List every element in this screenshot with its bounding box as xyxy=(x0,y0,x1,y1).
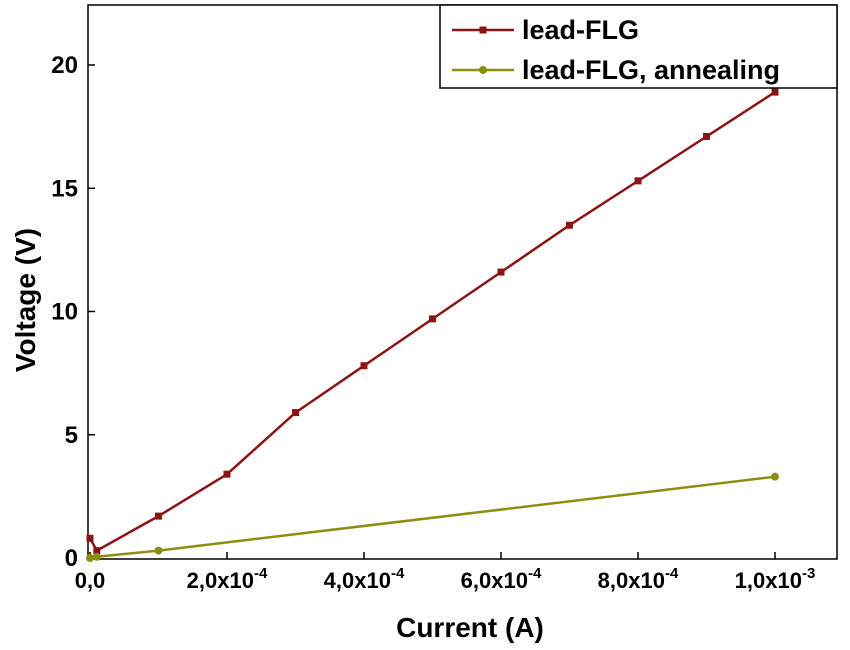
y-axis-title: Voltage (V) xyxy=(10,228,41,372)
legend-label: lead-FLG xyxy=(522,15,639,45)
x-tick-label: 0,0 xyxy=(75,568,106,593)
x-tick-mantissa: 4,0x10 xyxy=(324,568,391,593)
x-tick-mantissa: 2,0x10 xyxy=(187,568,254,593)
y-tick-label: 10 xyxy=(51,299,78,326)
data-point xyxy=(497,268,505,276)
x-tick-mantissa: 8,0x10 xyxy=(598,568,665,593)
x-tick-mantissa: 1,0x10 xyxy=(735,568,802,593)
x-tick-exponent: -4 xyxy=(665,565,679,582)
x-tick-label: 6,0x10-4 xyxy=(461,565,542,593)
legend-swatch-marker xyxy=(479,26,487,34)
data-point xyxy=(223,470,231,478)
x-tick-labels: 0,0 2,0x10-4 4,0x10-4 6,0x10-4 8,0x10-4 1,0x1… xyxy=(75,565,816,593)
x-tick-exponent: -4 xyxy=(254,565,268,582)
data-point xyxy=(154,546,163,555)
legend-item: lead-FLG xyxy=(452,15,639,45)
legend: lead-FLG lead-FLG, annealing xyxy=(439,4,838,89)
x-tick-exponent: -4 xyxy=(391,565,405,582)
data-point xyxy=(429,315,436,323)
data-point xyxy=(771,472,779,481)
data-point xyxy=(771,88,779,96)
data-point xyxy=(703,132,710,140)
y-tick-labels: 0 5 10 15 20 xyxy=(51,52,78,572)
x-tick-label: 1,0x10-3 xyxy=(735,565,816,593)
x-tick-mantissa: 0,0 xyxy=(75,568,106,593)
y-tick-label: 20 xyxy=(51,52,78,79)
legend-item: lead-FLG, annealing xyxy=(452,55,780,85)
x-tick-label: 8,0x10-4 xyxy=(598,565,679,593)
data-point xyxy=(634,177,642,185)
y-tick-label: 15 xyxy=(51,175,78,202)
x-tick-label: 2,0x10-4 xyxy=(187,565,268,593)
data-point xyxy=(86,534,94,542)
series-line xyxy=(88,91,776,552)
legend-items: lead-FLG lead-FLG, annealing xyxy=(452,15,780,85)
legend-box xyxy=(439,4,838,89)
data-point xyxy=(360,362,368,370)
series-1 xyxy=(86,472,779,562)
legend-label: lead-FLG, annealing xyxy=(522,55,780,85)
x-tick-label: 4,0x10-4 xyxy=(324,565,405,593)
x-tick-exponent: -3 xyxy=(802,565,815,582)
series-0 xyxy=(86,88,779,555)
y-tick-label: 0 xyxy=(65,545,78,572)
series-layer xyxy=(86,88,779,562)
legend-swatch-marker xyxy=(479,66,487,74)
x-tick-exponent: -4 xyxy=(528,565,542,582)
plot-area xyxy=(87,4,838,560)
data-point xyxy=(292,409,299,417)
data-point xyxy=(93,547,101,555)
data-point xyxy=(86,554,94,562)
data-point xyxy=(92,552,101,561)
x-axis-title: Current (A) xyxy=(396,612,544,643)
x-tick-mantissa: 6,0x10 xyxy=(461,568,528,593)
data-point xyxy=(155,512,162,520)
data-point xyxy=(566,221,573,229)
y-tick-label: 5 xyxy=(65,422,78,449)
